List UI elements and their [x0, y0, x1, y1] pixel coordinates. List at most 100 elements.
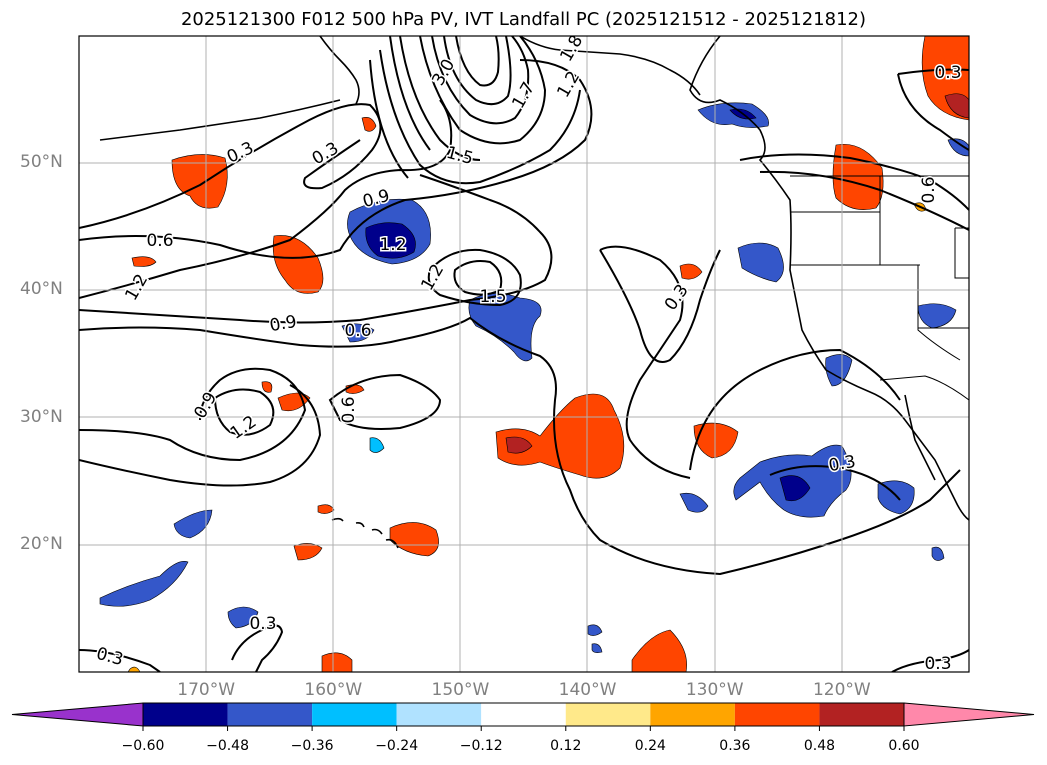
contour-06 [79, 59, 593, 259]
contour-03-ne [897, 68, 969, 75]
colorbar-segment-6 [650, 703, 735, 726]
positive-pv-shading [127, 36, 969, 672]
contour-06-ne [739, 153, 969, 211]
colorbar-tick-label-7: 0.36 [719, 738, 751, 754]
contour-03-pacific-east [599, 249, 721, 363]
contour-09-trough [79, 367, 307, 462]
pos-blob-15 [944, 93, 969, 119]
colorbar-segment-4 [481, 703, 566, 726]
coast-hawaii [331, 517, 399, 549]
contour-15-north [419, 36, 547, 145]
negative-pv-shading [99, 102, 969, 653]
chart-title: 2025121300 F012 500 hPa PV, IVT Landfall… [180, 9, 867, 30]
pos-blob-5 [495, 393, 625, 479]
neg-blob-12 [99, 561, 189, 607]
neg-blob-6 [737, 242, 784, 283]
pos-blob-1 [171, 154, 228, 209]
colorbar-tick-label-4: −0.12 [459, 738, 503, 754]
lat-label-20: 20°N [20, 533, 63, 554]
map-frame [78, 35, 970, 673]
pos-blob-2 [272, 235, 324, 294]
border-nv-ut [954, 227, 969, 279]
lon-label-160: 160°W [304, 680, 363, 700]
colorbar-segment-7 [734, 703, 820, 726]
coast-north-america [689, 36, 969, 521]
ivt-contours [79, 36, 969, 672]
contour-18 [431, 36, 530, 125]
contour-12-trough [213, 388, 275, 436]
pos-blob-3 [131, 256, 157, 267]
neg-blob-16 [679, 492, 709, 513]
neg-blob-10 [917, 303, 957, 329]
neg-blob-2 [365, 222, 416, 259]
colorbar-extend-high [903, 702, 1035, 727]
map-plot-area: 0.3 0.33.01.81.7 1.21.50.91.20.61.2 1.21.50… [79, 36, 969, 674]
contour-label-20: 0.6 [919, 176, 939, 203]
neg-blob-3 [468, 293, 542, 362]
pos-blob-10 [389, 522, 439, 557]
contour-09 [79, 174, 553, 324]
colorbar-extend-low [11, 702, 144, 727]
colorbar-tick-label-1: −0.48 [206, 738, 249, 754]
colorbar-segment-3 [396, 703, 482, 726]
lon-label-120: 120°W [812, 680, 871, 700]
colorbar-segment-1 [227, 703, 313, 726]
contour-27 [399, 36, 481, 161]
pos-blob-6 [505, 436, 533, 454]
contour-03-main [79, 316, 961, 576]
contour-12-west [79, 99, 453, 299]
coast-baja [904, 394, 936, 481]
colorbar [11, 702, 1035, 731]
colorbar-frame [142, 702, 905, 727]
contour-label-24: 0.3 [924, 654, 951, 674]
pos-blob-18 [321, 652, 353, 672]
contour-24 [455, 36, 500, 87]
colorbar-segment-2 [312, 703, 397, 726]
colorbar-tick-label-8: 0.48 [803, 738, 836, 754]
graticule [79, 36, 969, 672]
contour-06-south [79, 384, 322, 487]
colorbar-segment-0 [143, 703, 228, 726]
pos-blob-17 [631, 629, 687, 672]
colorbar-segment-8 [819, 703, 904, 726]
neg-blob-17 [931, 546, 945, 561]
contour-jet-ring-2 [369, 59, 409, 179]
pos-blob-16 [679, 263, 703, 280]
contour-label-18: 0.6 [339, 396, 359, 423]
contour-label-19: 0.3 [934, 63, 961, 83]
lon-label-150: 150°W [431, 680, 490, 700]
contour-30 [389, 36, 431, 151]
contour-21 [443, 36, 512, 106]
lon-label-170: 170°W [177, 680, 236, 700]
contour-03-se [891, 649, 969, 672]
state-borders [790, 175, 969, 401]
contour-label-22: 0.3 [249, 614, 276, 634]
coast-alaska-peninsula [319, 36, 360, 105]
neg-blob-8 [779, 475, 811, 502]
contour-09-second [328, 373, 442, 430]
contour-03-south-small [231, 624, 284, 672]
pos-blob-13 [832, 143, 884, 210]
colorbar-tick-label-5: 0.12 [550, 738, 582, 754]
contour-jet-ring-1 [379, 49, 581, 185]
contour-label-8: 1.2 [379, 235, 406, 255]
neg-blob-14 [227, 606, 259, 629]
contour-03-trough [769, 465, 901, 501]
colorbar-tick-label-3: −0.24 [375, 738, 419, 754]
pos-blob-20 [127, 666, 141, 672]
pos-blob-4 [361, 117, 377, 132]
lat-label-40: 40°N [20, 279, 63, 300]
coast-alaska-south [519, 36, 701, 96]
neg-blob-15 [341, 323, 375, 343]
contour-03-inner [599, 245, 691, 479]
pos-blob-8 [261, 381, 311, 412]
lon-label-130: 130°W [685, 680, 744, 700]
colorbar-tick-label-2: −0.36 [290, 738, 334, 754]
pos-blob-12 [317, 504, 335, 514]
contour-label-9: 0.6 [146, 231, 173, 251]
coastlines [99, 36, 969, 549]
lon-label-140: 140°W [558, 680, 617, 700]
contour-label-14: 0.6 [344, 321, 371, 341]
contour-03-ne-curve [897, 73, 969, 151]
